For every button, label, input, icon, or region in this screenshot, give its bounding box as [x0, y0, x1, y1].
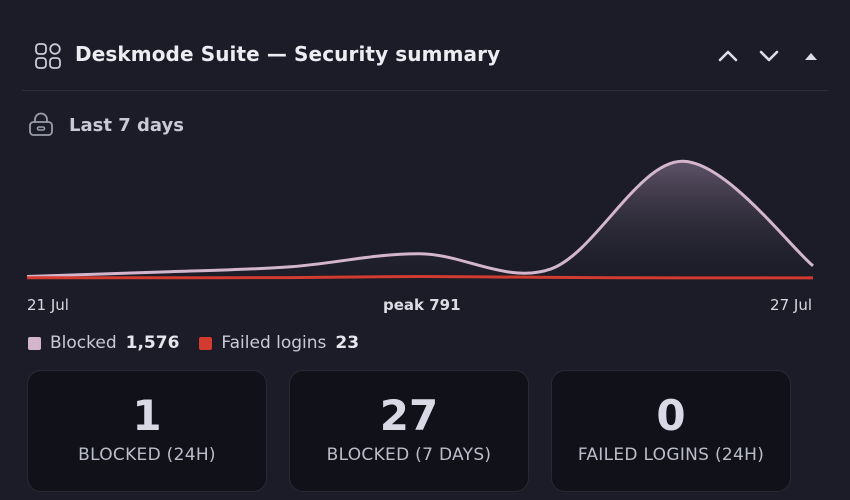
x-tick-start: 21 Jul: [27, 296, 69, 314]
stat-label: BLOCKED (24H): [78, 445, 216, 465]
stat-label: BLOCKED (7 DAYS): [326, 445, 492, 465]
stat-card-failed-logins-24h: 0 FAILED LOGINS (24H): [551, 370, 791, 492]
stat-value: 1: [132, 391, 162, 440]
chevron-up-icon: [718, 50, 738, 62]
move-up-button[interactable]: [714, 42, 742, 70]
legend-item-blocked[interactable]: Blocked 1,576: [28, 333, 179, 353]
date-range-label: Last 7 days: [69, 115, 184, 136]
stat-card-blocked-7d: 27 BLOCKED (7 DAYS): [289, 370, 529, 492]
legend-swatch-blocked: [28, 336, 41, 350]
chevron-down-icon: [759, 50, 779, 62]
legend-name: Failed logins: [221, 333, 327, 353]
panel-header: Deskmode Suite — Security summary: [22, 28, 828, 91]
legend-value: 1,576: [125, 333, 180, 353]
apps-grid-icon: [35, 43, 61, 69]
legend-value: 23: [335, 333, 360, 353]
page-title: Deskmode Suite — Security summary: [75, 42, 501, 66]
move-down-button[interactable]: [755, 42, 783, 70]
stat-label: FAILED LOGINS (24H): [577, 445, 765, 465]
triangle-up-icon: [805, 53, 817, 60]
stat-value: 0: [656, 391, 686, 440]
chart-legend: Blocked 1,576 Failed logins 23: [28, 333, 379, 353]
legend-item-failed-logins[interactable]: Failed logins 23: [199, 333, 359, 353]
blocked-series-line: [26, 159, 814, 278]
peak-label: peak 791: [383, 296, 461, 314]
failed-logins-series-line: [27, 274, 813, 280]
legend-name: Blocked: [50, 333, 117, 353]
legend-swatch-failed-logins: [199, 336, 213, 350]
stat-value: 27: [379, 391, 439, 440]
lock-icon: [29, 112, 53, 136]
collapse-button[interactable]: [797, 42, 825, 70]
blocked-area: [27, 161, 813, 278]
x-tick-end: 27 Jul: [770, 296, 812, 314]
stat-card-blocked-24h: 1 BLOCKED (24H): [27, 370, 267, 492]
